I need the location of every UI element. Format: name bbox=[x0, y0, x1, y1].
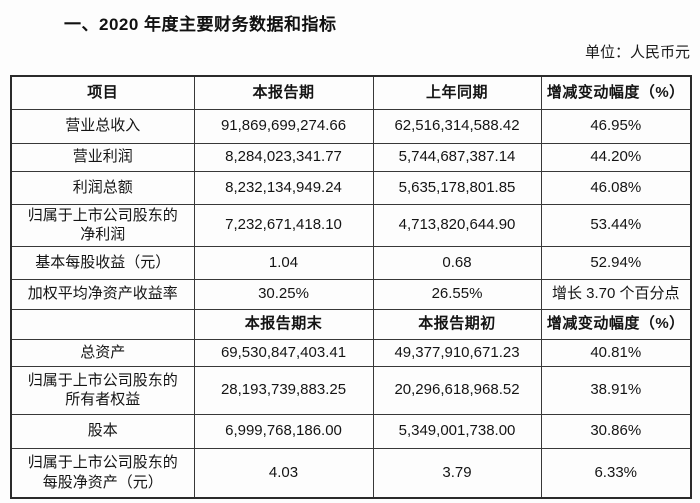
value-change: 40.81% bbox=[540, 338, 692, 367]
table-row-total-profit: 利润总额 8,232,134,949.24 5,635,178,801.85 4… bbox=[10, 170, 692, 205]
row-label: 利润总额 bbox=[10, 170, 195, 205]
table-row-weighted-avg-roe: 加权平均净资产收益率 30.25% 26.55% 增长 3.70 个百分点 bbox=[10, 278, 692, 310]
value-current: 1.04 bbox=[193, 245, 374, 280]
value-prior: 0.68 bbox=[372, 245, 542, 280]
unit-label: 单位：人民币元 bbox=[584, 44, 690, 61]
value-prior: 49,377,910,671.23 bbox=[372, 338, 542, 367]
value-prior: 5,349,001,738.00 bbox=[372, 413, 542, 449]
row-label: 股本 bbox=[10, 413, 195, 449]
table-header-row: 项目 本报告期 上年同期 增减变动幅度（%） bbox=[10, 75, 692, 110]
table-row-share-capital: 股本 6,999,768,186.00 5,349,001,738.00 30.… bbox=[10, 413, 692, 449]
table-header-row-balance: 本报告期末 本报告期初 增减变动幅度（%） bbox=[10, 308, 692, 340]
value-current: 69,530,847,403.41 bbox=[193, 338, 374, 367]
value-change: 6.33% bbox=[540, 447, 692, 499]
row-label: 营业总收入 bbox=[10, 108, 195, 144]
table-row-equity-attributable: 归属于上市公司股东的 所有者权益 28,193,739,883.25 20,29… bbox=[10, 365, 692, 415]
value-prior: 5,744,687,387.14 bbox=[372, 142, 542, 172]
page-title: 一、2020 年度主要财务数据和指标 bbox=[64, 15, 337, 34]
value-current: 7,232,671,418.10 bbox=[193, 203, 374, 247]
header-cell-empty bbox=[10, 308, 195, 340]
value-change: 增长 3.70 个百分点 bbox=[540, 278, 692, 310]
header-cell-change: 增减变动幅度（%） bbox=[540, 308, 692, 340]
value-prior: 4,713,820,644.90 bbox=[372, 203, 542, 247]
row-label: 总资产 bbox=[10, 338, 195, 367]
table-row-operating-profit: 营业利润 8,284,023,341.77 5,744,687,387.14 4… bbox=[10, 142, 692, 172]
value-current: 4.03 bbox=[193, 447, 374, 499]
header-cell-period-end: 本报告期末 bbox=[193, 308, 374, 340]
row-label: 归属于上市公司股东的 净利润 bbox=[10, 203, 195, 247]
header-cell-current-period: 本报告期 bbox=[193, 75, 374, 110]
value-prior: 62,516,314,588.42 bbox=[372, 108, 542, 144]
table-row-net-assets-per-share: 归属于上市公司股东的 每股净资产（元） 4.03 3.79 6.33% bbox=[10, 447, 692, 499]
value-current: 8,284,023,341.77 bbox=[193, 142, 374, 172]
table-row-total-revenue: 营业总收入 91,869,699,274.66 62,516,314,588.4… bbox=[10, 108, 692, 144]
value-change: 46.08% bbox=[540, 170, 692, 205]
header-cell-period-begin: 本报告期初 bbox=[372, 308, 542, 340]
value-current: 91,869,699,274.66 bbox=[193, 108, 374, 144]
value-prior: 26.55% bbox=[372, 278, 542, 310]
value-current: 6,999,768,186.00 bbox=[193, 413, 374, 449]
value-current: 28,193,739,883.25 bbox=[193, 365, 374, 415]
row-label: 营业利润 bbox=[10, 142, 195, 172]
value-prior: 5,635,178,801.85 bbox=[372, 170, 542, 205]
financial-data-table: 项目 本报告期 上年同期 增减变动幅度（%） 营业总收入 91,869,699,… bbox=[10, 75, 692, 499]
table-row-total-assets: 总资产 69,530,847,403.41 49,377,910,671.23 … bbox=[10, 338, 692, 367]
value-current: 30.25% bbox=[193, 278, 374, 310]
value-change: 46.95% bbox=[540, 108, 692, 144]
table-row-basic-eps: 基本每股收益（元） 1.04 0.68 52.94% bbox=[10, 245, 692, 280]
value-change: 30.86% bbox=[540, 413, 692, 449]
row-label: 归属于上市公司股东的 每股净资产（元） bbox=[10, 447, 195, 499]
header-cell-prior-period: 上年同期 bbox=[372, 75, 542, 110]
row-label: 归属于上市公司股东的 所有者权益 bbox=[10, 365, 195, 415]
value-change: 53.44% bbox=[540, 203, 692, 247]
row-label: 基本每股收益（元） bbox=[10, 245, 195, 280]
table-row-net-profit-attributable: 归属于上市公司股东的 净利润 7,232,671,418.10 4,713,82… bbox=[10, 203, 692, 247]
header-cell-change: 增减变动幅度（%） bbox=[540, 75, 692, 110]
value-current: 8,232,134,949.24 bbox=[193, 170, 374, 205]
value-change: 44.20% bbox=[540, 142, 692, 172]
value-prior: 20,296,618,968.52 bbox=[372, 365, 542, 415]
value-change: 38.91% bbox=[540, 365, 692, 415]
value-prior: 3.79 bbox=[372, 447, 542, 499]
row-label: 加权平均净资产收益率 bbox=[10, 278, 195, 310]
value-change: 52.94% bbox=[540, 245, 692, 280]
header-cell-item: 项目 bbox=[10, 75, 195, 110]
